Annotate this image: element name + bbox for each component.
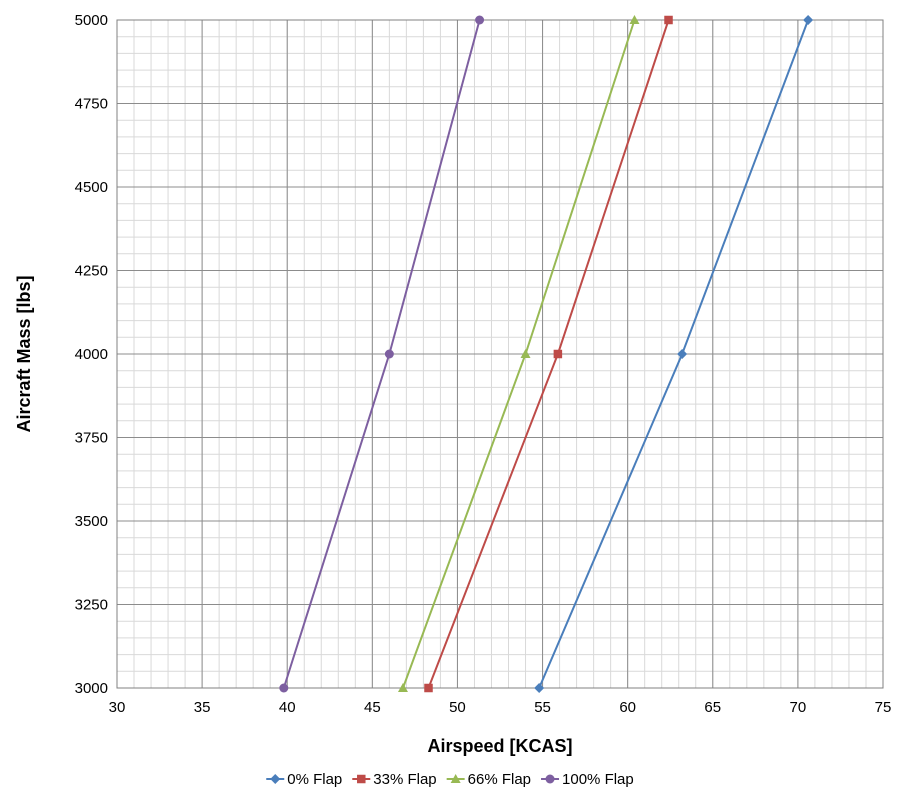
y-tick-label: 5000 bbox=[75, 12, 108, 29]
data-point-33pct-flap bbox=[664, 15, 673, 25]
y-tick-label: 3750 bbox=[75, 430, 108, 447]
legend-label: 33% Flap bbox=[373, 771, 436, 788]
data-point-100pct-flap bbox=[384, 349, 394, 359]
legend-item-66pct-flap: 66% Flap bbox=[446, 771, 531, 788]
x-tick-label: 30 bbox=[109, 699, 126, 716]
series-66pct-flap bbox=[397, 15, 640, 692]
data-point-66pct-flap bbox=[520, 349, 531, 358]
legend-item-0pct-flap: 0% Flap bbox=[266, 771, 342, 788]
y-tick-label: 4500 bbox=[75, 179, 108, 196]
y-axis-title: Aircraft Mass [lbs] bbox=[14, 275, 34, 432]
series-100pct-flap bbox=[279, 15, 485, 693]
legend-item-100pct-flap: 100% Flap bbox=[541, 771, 634, 788]
data-point-0pct-flap bbox=[677, 349, 688, 359]
y-tick-label: 3000 bbox=[75, 680, 108, 697]
legend-label: 0% Flap bbox=[287, 771, 342, 788]
y-tick-label: 3500 bbox=[75, 513, 108, 530]
data-point-0pct-flap bbox=[534, 683, 545, 693]
x-tick-label: 50 bbox=[449, 699, 466, 716]
x-tick-label: 40 bbox=[279, 699, 296, 716]
legend-marker bbox=[450, 774, 461, 783]
series-33pct-flap bbox=[424, 15, 673, 693]
data-point-100pct-flap bbox=[279, 683, 289, 693]
x-tick-label: 75 bbox=[875, 699, 892, 716]
data-point-100pct-flap bbox=[475, 15, 485, 25]
y-tick-label: 4000 bbox=[75, 346, 108, 363]
series-0pct-flap bbox=[534, 15, 814, 693]
y-tick-label: 4250 bbox=[75, 263, 108, 280]
y-tick-label: 4750 bbox=[75, 96, 108, 113]
data-point-33pct-flap bbox=[424, 683, 433, 693]
x-axis-ticks: 30 35 40 45 50 55 60 65 70 75 bbox=[109, 699, 892, 716]
x-tick-label: 45 bbox=[364, 699, 381, 716]
legend: 0% Flap 33% Flap 66% Flap 100% Flap bbox=[266, 771, 634, 788]
y-tick-label: 3250 bbox=[75, 597, 108, 614]
data-point-66pct-flap bbox=[397, 683, 408, 692]
legend-item-33pct-flap: 33% Flap bbox=[352, 771, 437, 788]
legend-label: 66% Flap bbox=[468, 771, 531, 788]
data-point-33pct-flap bbox=[553, 349, 563, 359]
x-axis-title: Airspeed [KCAS] bbox=[427, 736, 572, 756]
legend-marker bbox=[270, 774, 281, 784]
x-tick-label: 55 bbox=[534, 699, 551, 716]
y-axis-ticks: 3000 3250 3500 3750 4000 4250 4500 4750 5000 bbox=[75, 12, 108, 697]
legend-label: 100% Flap bbox=[562, 771, 634, 788]
x-tick-label: 35 bbox=[194, 699, 211, 716]
plot-frame bbox=[116, 19, 884, 689]
x-tick-label: 70 bbox=[790, 699, 807, 716]
data-point-66pct-flap bbox=[629, 15, 640, 24]
legend-marker bbox=[545, 774, 555, 784]
legend-marker bbox=[357, 774, 366, 784]
x-tick-label: 60 bbox=[619, 699, 636, 716]
x-tick-label: 65 bbox=[704, 699, 721, 716]
series-layer bbox=[279, 15, 814, 693]
data-point-0pct-flap bbox=[803, 15, 814, 25]
